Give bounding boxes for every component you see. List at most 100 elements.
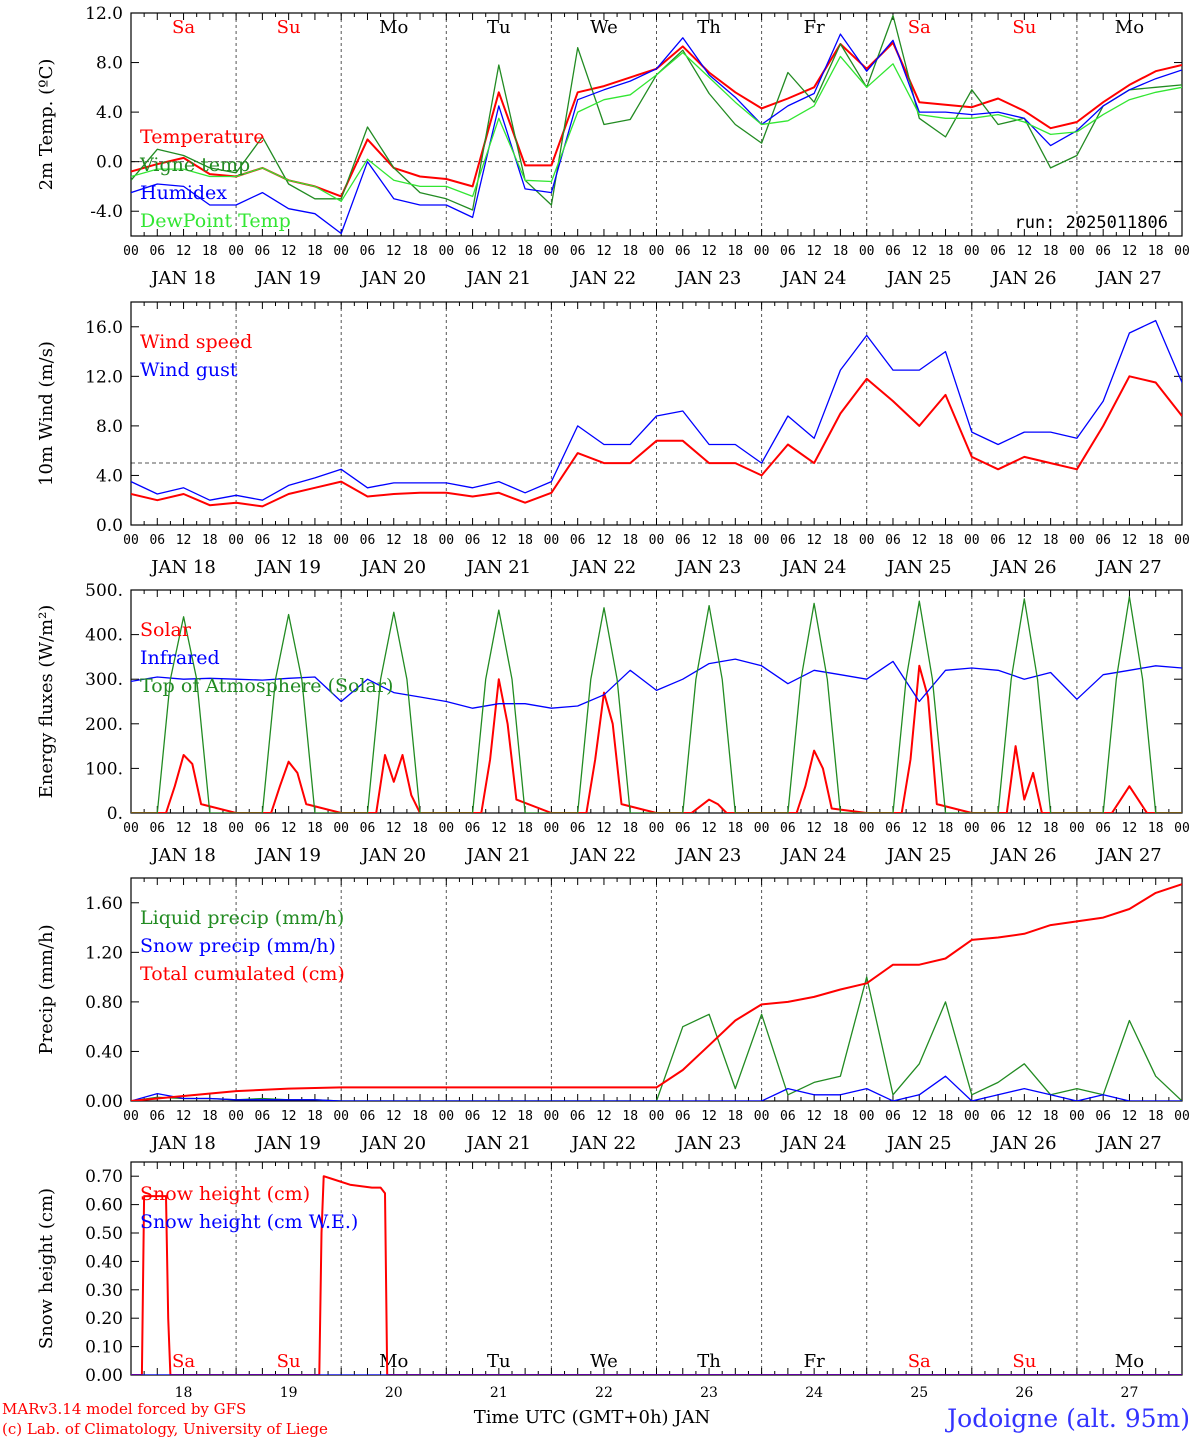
day-of-week-label: Fr	[804, 1351, 825, 1372]
date-label: JAN 20	[359, 268, 426, 289]
date-label: JAN 27	[1095, 845, 1162, 866]
y-axis-label: Snow height (cm)	[36, 1188, 57, 1349]
y-tick-label: 0.30	[85, 1281, 123, 1301]
hour-tick-label: 18	[727, 533, 743, 548]
legend-entry: Infrared	[140, 647, 220, 669]
hour-tick-label: 12	[911, 821, 927, 836]
day-number-label: 22	[595, 1385, 613, 1401]
hour-tick-label: 12	[596, 244, 612, 259]
hour-tick-label: 00	[1174, 244, 1190, 259]
y-tick-label: 4.0	[96, 103, 123, 123]
hour-tick-label: 06	[465, 821, 481, 836]
panel-4: 0.000.400.801.201.60Precip (mm/h)00 06 12 1…	[36, 878, 1190, 1154]
date-label: JAN 27	[1095, 557, 1162, 578]
legend-entry: Temperature	[140, 126, 264, 148]
day-of-week-label: Mo	[1115, 1351, 1144, 1372]
day-number-label: 21	[490, 1385, 508, 1401]
hour-tick-label: 00	[964, 533, 980, 548]
legend-entry: Snow height (cm W.E.)	[140, 1211, 358, 1233]
date-label: JAN 24	[780, 845, 847, 866]
hour-tick-label: 00	[649, 244, 665, 259]
hour-tick-label: 18	[517, 244, 533, 259]
x-axis-title: Time UTC (GMT+0h) JAN	[474, 1407, 711, 1428]
hour-tick-label: 12	[1122, 1109, 1138, 1124]
hour-tick-label: 06	[780, 244, 796, 259]
legend-entry: Vigne temp	[139, 154, 250, 176]
hour-tick-label: 12	[386, 533, 402, 548]
date-label: JAN 19	[254, 268, 321, 289]
date-label: JAN 26	[990, 1133, 1057, 1154]
hour-tick-label: 00	[438, 821, 454, 836]
y-tick-label: 0.0	[96, 516, 123, 536]
hour-tick-label: 00	[859, 1109, 875, 1124]
hour-tick-label: 06	[570, 533, 586, 548]
hour-tick-label: 12	[1017, 533, 1033, 548]
hour-tick-label: 12	[701, 821, 717, 836]
hour-tick-label: 18	[622, 533, 638, 548]
hour-tick-label: 00	[859, 533, 875, 548]
y-tick-label: 0.70	[85, 1167, 123, 1187]
hour-tick-label: 12	[491, 533, 507, 548]
hour-tick-label: 18	[412, 1109, 428, 1124]
hour-tick-label: 06	[255, 533, 271, 548]
hour-tick-label: 00	[964, 244, 980, 259]
hour-tick-label: 00	[333, 1109, 349, 1124]
y-tick-label: 0.0	[96, 153, 123, 173]
hour-tick-label: 12	[491, 821, 507, 836]
hour-tick-label: 12	[1017, 821, 1033, 836]
day-of-week-label: Sa	[908, 17, 931, 38]
hour-tick-label: 18	[727, 1109, 743, 1124]
day-of-week-label: Sa	[172, 1351, 195, 1372]
hour-tick-label: 18	[727, 821, 743, 836]
date-label: JAN 21	[465, 1133, 532, 1154]
hour-tick-label: 12	[911, 1109, 927, 1124]
hour-tick-label: 00	[228, 821, 244, 836]
y-axis-label: Energy fluxes (W/m²)	[36, 605, 57, 799]
hour-tick-label: 06	[675, 533, 691, 548]
hour-tick-label: 06	[360, 1109, 376, 1124]
hour-tick-label: 06	[465, 533, 481, 548]
hour-tick-label: 00	[123, 533, 139, 548]
date-label: JAN 18	[149, 557, 216, 578]
hour-tick-label: 06	[885, 821, 901, 836]
hour-tick-label: 18	[622, 821, 638, 836]
station-title: Jodoigne (alt. 95m)	[944, 1404, 1190, 1433]
hour-tick-label: 06	[255, 1109, 271, 1124]
hour-tick-label: 06	[149, 1109, 165, 1124]
legend-entry: Snow height (cm)	[140, 1183, 310, 1205]
hour-tick-label: 06	[255, 244, 271, 259]
hour-tick-label: 18	[1043, 533, 1059, 548]
hour-tick-label: 06	[1095, 533, 1111, 548]
credit-line-2: (c) Lab. of Climatology, University of L…	[2, 1420, 328, 1438]
date-label: JAN 19	[254, 845, 321, 866]
hour-tick-label: 18	[307, 244, 323, 259]
legend-entry: Snow precip (mm/h)	[140, 935, 336, 957]
day-of-week-label: Th	[697, 1351, 721, 1372]
day-number-label: 24	[805, 1385, 823, 1401]
day-number-label: 26	[1015, 1385, 1033, 1401]
hour-tick-label: 12	[491, 1109, 507, 1124]
run-label: run: 2025011806	[1014, 213, 1168, 233]
y-tick-label: 200.	[85, 715, 123, 735]
hour-tick-label: 12	[596, 533, 612, 548]
hour-tick-label: 06	[465, 1109, 481, 1124]
date-label: JAN 19	[254, 557, 321, 578]
date-label: JAN 26	[990, 557, 1057, 578]
date-label: JAN 24	[780, 557, 847, 578]
hour-tick-label: 06	[780, 1109, 796, 1124]
date-label: JAN 22	[570, 557, 637, 578]
date-label: JAN 18	[149, 1133, 216, 1154]
y-tick-label: 12.0	[85, 4, 123, 24]
date-label: JAN 19	[254, 1133, 321, 1154]
y-tick-label: 12.0	[85, 367, 123, 387]
hour-tick-label: 18	[1148, 533, 1164, 548]
hour-tick-label: 00	[544, 244, 560, 259]
hour-tick-label: 06	[1095, 244, 1111, 259]
hour-tick-label: 06	[570, 821, 586, 836]
day-number-label: 18	[175, 1385, 193, 1401]
legend-entry: Solar	[140, 619, 192, 641]
hour-tick-label: 12	[806, 821, 822, 836]
hour-tick-label: 18	[307, 1109, 323, 1124]
hour-tick-label: 12	[1122, 821, 1138, 836]
hour-tick-label: 06	[149, 821, 165, 836]
